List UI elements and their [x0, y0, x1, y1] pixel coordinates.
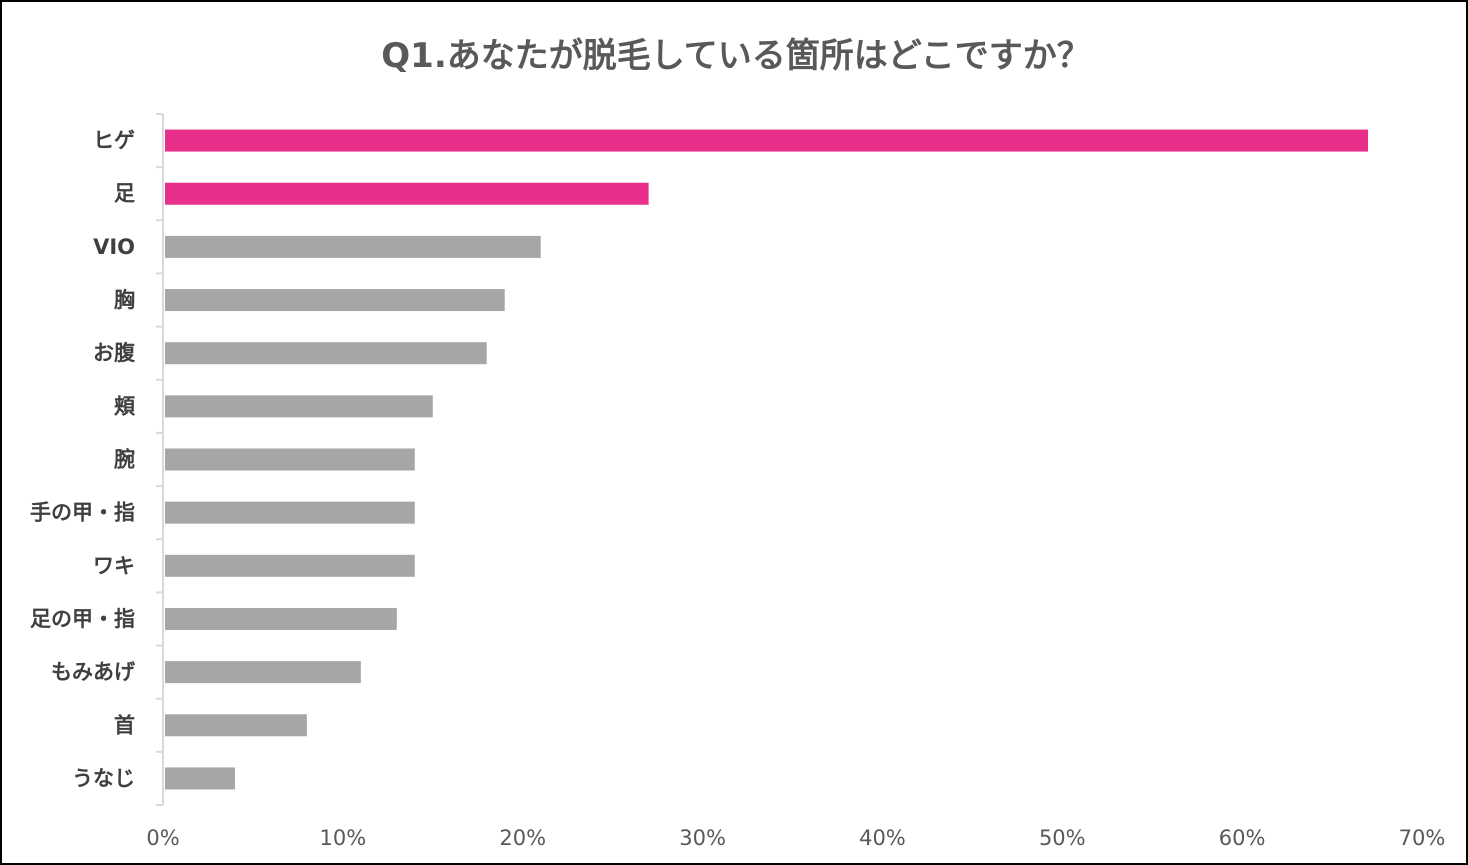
chart-title: Q1.あなたが脱毛している箇所はどこですか？ [381, 36, 1091, 76]
bar-3 [165, 235, 541, 258]
category-label-6: 頬 [114, 394, 136, 418]
bar-1 [165, 129, 1369, 152]
category-label-7: 腕 [114, 448, 135, 472]
bar-5 [165, 342, 487, 365]
category-label-1: ヒゲ [93, 129, 135, 153]
x-tick-label-0: 0% [146, 826, 179, 850]
category-label-10: 足の甲・指 [30, 607, 135, 631]
category-axis [156, 113, 164, 806]
x-tick-label-7: 70% [1399, 826, 1446, 850]
category-label-5: お腹 [93, 341, 136, 365]
bar-7 [165, 448, 415, 471]
bar-13 [165, 767, 235, 790]
bars-group [165, 129, 1369, 790]
category-label-8: 手の甲・指 [30, 501, 135, 525]
x-tick-label-5: 50% [1039, 826, 1086, 850]
category-label-2: 足 [114, 182, 135, 206]
x-tick-label-2: 20% [499, 826, 546, 850]
bar-10 [165, 607, 397, 630]
x-tick-label-3: 30% [679, 826, 726, 850]
x-tick-label-1: 10% [320, 826, 367, 850]
bar-8 [165, 501, 415, 524]
bar-12 [165, 714, 307, 737]
category-label-3: VIO [93, 235, 135, 259]
category-label-13: うなじ [72, 766, 135, 790]
category-label-12: 首 [114, 713, 135, 737]
x-tick-label-6: 60% [1219, 826, 1266, 850]
category-label-11: もみあげ [51, 660, 136, 684]
bar-4 [165, 289, 505, 312]
bar-9 [165, 554, 415, 577]
bar-11 [165, 661, 361, 684]
category-label-9: ワキ [93, 554, 135, 578]
bar-6 [165, 395, 433, 418]
bar-2 [165, 182, 649, 205]
x-tick-labels: 0% 10% 20% 30% 40% 50% 60% 70% [146, 826, 1445, 850]
category-label-4: 胸 [114, 288, 135, 312]
x-tick-label-4: 40% [859, 826, 906, 850]
